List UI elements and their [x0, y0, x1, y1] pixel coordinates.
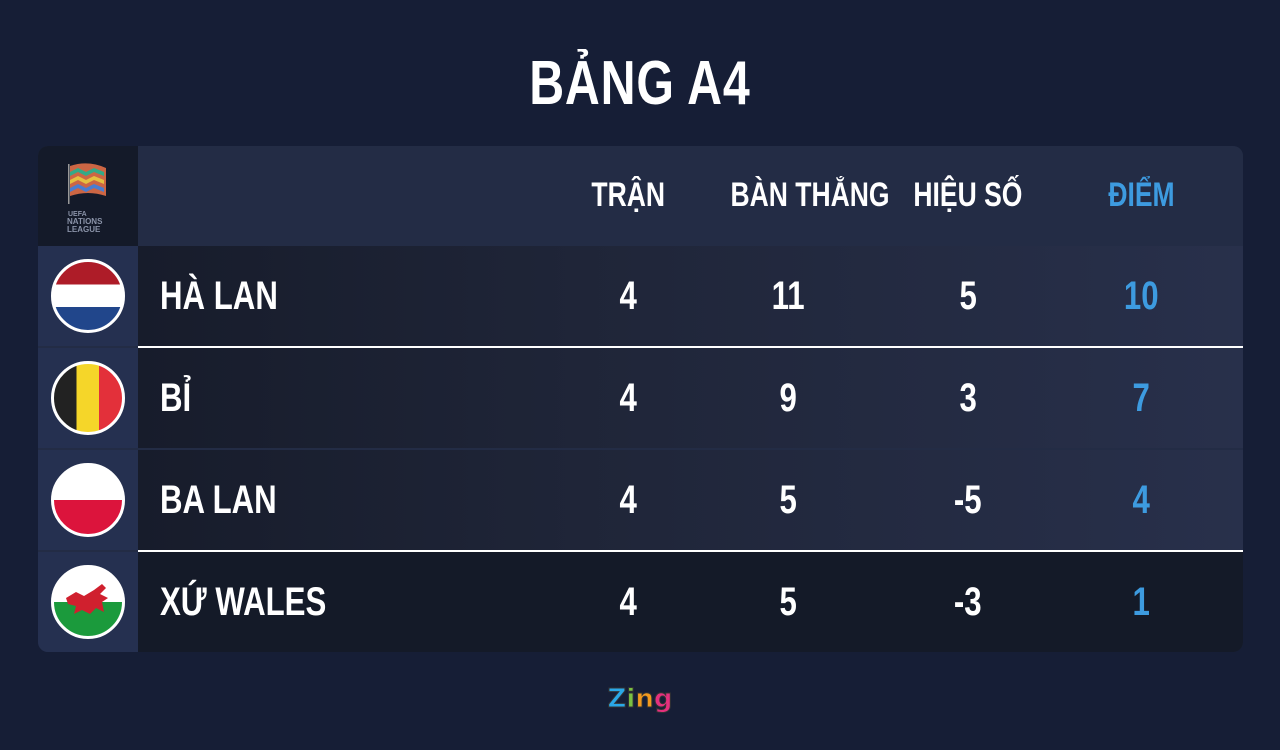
uefa-nations-league-logo: UEFA NATIONS LEAGUE — [38, 146, 138, 246]
belgium-flag-icon — [51, 361, 125, 435]
played-value: 4 — [619, 376, 637, 420]
table-row: BỈ 4 9 3 7 — [38, 348, 1243, 448]
page-title: BẢNG A4 — [529, 49, 751, 118]
points-value: 1 — [1132, 580, 1150, 624]
points-value: 4 — [1132, 478, 1150, 522]
table-row: BA LAN 4 5 -5 4 — [38, 450, 1243, 550]
points-value: 7 — [1132, 376, 1150, 420]
played-value: 4 — [619, 478, 637, 522]
standings-table: UEFA NATIONS LEAGUE TRẬN BÀN THẮNG HIỆU … — [38, 146, 1243, 652]
diff-value: -3 — [954, 580, 982, 624]
svg-text:NATIONS: NATIONS — [67, 217, 103, 226]
team-name: HÀ LAN — [160, 274, 278, 318]
diff-value: 3 — [959, 376, 977, 420]
row-divider — [138, 550, 1243, 552]
wales-flag-icon — [51, 565, 125, 639]
header-played: TRẬN — [591, 176, 665, 214]
goals-value: 11 — [771, 274, 805, 318]
goals-value: 9 — [779, 376, 797, 420]
svg-text:LEAGUE: LEAGUE — [67, 225, 101, 234]
goals-value: 5 — [779, 580, 797, 624]
zing-logo: Zing — [607, 684, 673, 715]
header-goal-difference: HIỆU SỐ — [913, 176, 1023, 214]
table-row: HÀ LAN 4 11 5 10 — [38, 246, 1243, 346]
diff-value: 5 — [959, 274, 977, 318]
played-value: 4 — [619, 580, 637, 624]
diff-value: -5 — [954, 478, 982, 522]
team-name: BỈ — [160, 376, 192, 420]
team-name: BA LAN — [160, 478, 277, 522]
row-divider — [138, 346, 1243, 348]
poland-flag-icon — [51, 463, 125, 537]
table-header: UEFA NATIONS LEAGUE TRẬN BÀN THẮNG HIỆU … — [38, 146, 1243, 246]
played-value: 4 — [619, 274, 637, 318]
points-value: 10 — [1123, 274, 1159, 318]
table-row: XỨ WALES 4 5 -3 1 — [38, 552, 1243, 652]
header-goals: BÀN THẮNG — [730, 176, 890, 214]
netherlands-flag-icon — [51, 259, 125, 333]
logo-text: UEFA — [68, 211, 87, 218]
team-name: XỨ WALES — [160, 580, 327, 624]
goals-value: 5 — [779, 478, 797, 522]
header-points: ĐIỂM — [1107, 176, 1175, 214]
